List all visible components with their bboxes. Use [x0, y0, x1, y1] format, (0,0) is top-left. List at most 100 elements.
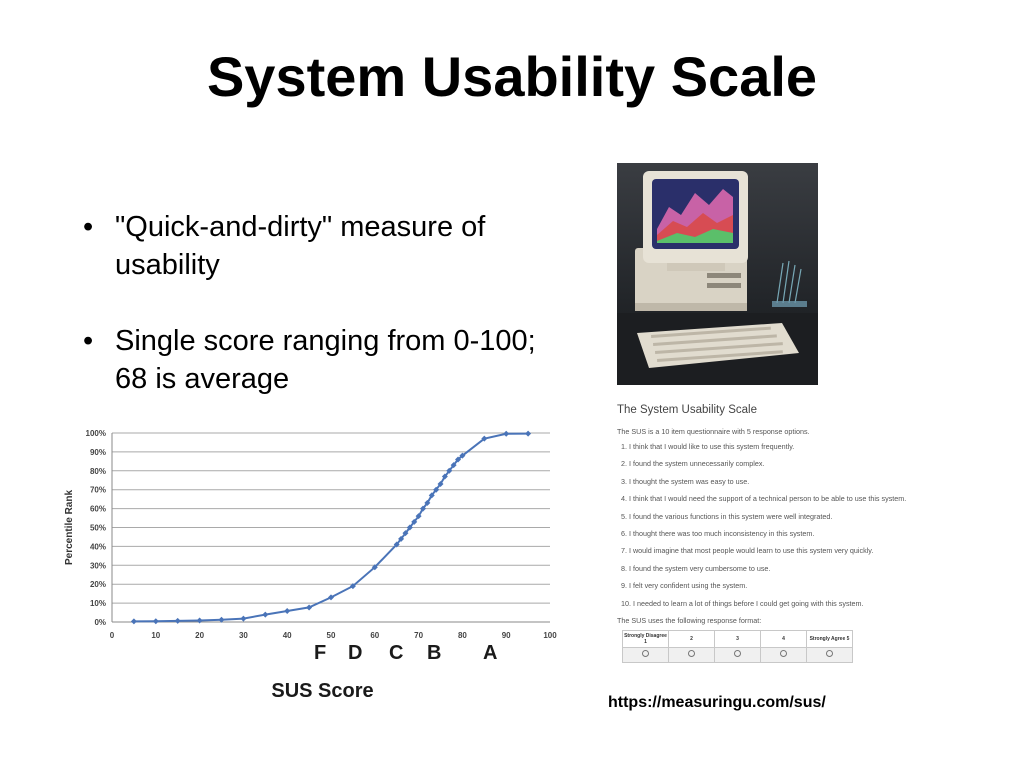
data-point — [481, 435, 488, 442]
data-point — [455, 456, 462, 463]
data-point — [411, 518, 418, 525]
x-tick-label: 70 — [414, 631, 423, 640]
sus-question: 5. I found the various functions in this… — [621, 511, 833, 521]
bullet-item: • "Quick-and-dirty" measure of usability — [80, 208, 560, 284]
data-point — [402, 530, 409, 537]
data-point — [262, 611, 269, 618]
data-point — [428, 492, 435, 499]
sus-question: 6. I thought there was too much inconsis… — [621, 528, 815, 538]
x-tick-label: 20 — [195, 631, 204, 640]
sus-question: 1. I think that I would like to use this… — [621, 442, 795, 451]
bullet-text: Single score ranging from 0-100; 68 is a… — [115, 325, 536, 395]
radio-circle-icon[interactable] — [688, 650, 695, 658]
sus-question: 9. I felt very confident using the syste… — [621, 581, 748, 591]
grade-label-c: C — [389, 642, 404, 664]
bullet-dot-icon: • — [83, 211, 94, 243]
radio-circle-icon[interactable] — [826, 650, 833, 658]
data-point — [503, 430, 510, 437]
radio-option-3[interactable] — [714, 646, 761, 663]
data-point — [437, 481, 444, 488]
data-point — [446, 467, 453, 474]
y-tick-label: 40% — [90, 542, 106, 551]
radio-option-1[interactable] — [622, 646, 669, 663]
y-tick-label: 50% — [90, 524, 106, 533]
sus-question: 7. I would imagine that most people woul… — [621, 546, 874, 556]
data-point — [371, 564, 378, 571]
data-point — [196, 617, 203, 624]
bullet-list: • "Quick-and-dirty" measure of usability … — [80, 208, 560, 436]
y-axis-title: Percentile Rank — [64, 490, 75, 565]
sus-questionnaire: The System Usability Scale The SUS is a … — [617, 404, 957, 674]
x-tick-label: 60 — [370, 631, 379, 640]
scale-header-cell: 3 — [714, 629, 761, 648]
y-tick-label: 90% — [90, 448, 106, 457]
data-point — [349, 583, 356, 590]
response-scale-table: Strongly Disagree 1 2 3 4 Strongly Agree… — [622, 629, 853, 663]
grade-label-a: A — [483, 642, 498, 664]
sus-question: 10. I needed to learn a lot of things be… — [621, 598, 864, 608]
bullet-dot-icon: • — [83, 325, 94, 357]
data-point — [240, 615, 247, 622]
x-tick-label: 0 — [110, 631, 115, 640]
sus-question: 2. I found the system unnecessarily comp… — [621, 459, 765, 469]
data-point — [284, 608, 291, 615]
data-point — [152, 618, 159, 625]
data-point — [525, 430, 532, 437]
y-tick-label: 10% — [90, 599, 106, 608]
y-tick-label: 60% — [90, 505, 106, 514]
data-point — [406, 524, 413, 531]
scale-header-cell: Strongly Disagree 1 — [622, 629, 669, 648]
data-point — [459, 452, 466, 459]
sus-question: 8. I found the system very cumbersome to… — [621, 563, 771, 573]
grade-label-d: D — [348, 642, 363, 664]
x-tick-label: 30 — [239, 631, 248, 640]
data-point — [174, 617, 181, 624]
slide-title: System Usability Scale — [206, 45, 818, 108]
y-tick-label: 30% — [90, 561, 106, 570]
x-axis-title: SUS Score — [271, 680, 374, 702]
data-point — [450, 462, 457, 469]
grade-label-f: F — [314, 642, 327, 664]
data-point — [328, 594, 334, 601]
x-tick-label: 90 — [502, 631, 511, 640]
radio-circle-icon[interactable] — [642, 650, 649, 658]
radio-circle-icon[interactable] — [734, 650, 741, 658]
bullet-text: "Quick-and-dirty" measure of usability — [115, 211, 486, 281]
sus-format-note: The SUS uses the following response form… — [617, 615, 762, 625]
x-tick-label: 10 — [151, 631, 160, 640]
radio-option-2[interactable] — [668, 646, 715, 663]
data-point — [398, 535, 405, 542]
y-tick-label: 80% — [90, 467, 106, 476]
scale-header-cell: 4 — [760, 629, 807, 648]
sus-question: 3. I thought the system was easy to use. — [621, 476, 750, 486]
data-point — [306, 604, 313, 611]
retro-computer-photo — [617, 163, 818, 385]
y-tick-label: 100% — [86, 429, 106, 438]
data-point — [441, 473, 448, 480]
bullet-item: • Single score ranging from 0-100; 68 is … — [80, 322, 560, 398]
y-tick-label: 70% — [90, 486, 106, 495]
data-point — [218, 616, 225, 623]
source-link[interactable]: https://measuringu.com/sus/ — [608, 694, 826, 711]
sus-intro: The SUS is a 10 item questionnaire with … — [617, 427, 810, 436]
data-point — [424, 499, 431, 506]
scale-header-cell: Strongly Agree 5 — [806, 629, 853, 648]
radio-circle-icon[interactable] — [780, 650, 787, 658]
radio-option-4[interactable] — [760, 646, 807, 663]
grade-label-b: B — [427, 642, 442, 664]
x-tick-label: 40 — [283, 631, 292, 640]
data-point — [130, 618, 137, 625]
x-tick-label: 100 — [543, 631, 557, 640]
percentile-chart: 0% 10% 20% 30% 40% 50% 60% 70% 80% 90% 100% 0 10 20 30… — [64, 429, 557, 640]
scale-header-cell: 2 — [668, 629, 715, 648]
data-point — [433, 486, 440, 493]
data-point — [415, 513, 422, 520]
retro-computer-icon — [617, 171, 818, 385]
radio-option-5[interactable] — [806, 646, 853, 663]
data-point — [393, 541, 400, 548]
x-tick-label: 50 — [327, 631, 336, 640]
data-point — [419, 505, 426, 512]
sus-question: 4. I think that I would need the support… — [621, 494, 907, 504]
y-tick-label: 20% — [90, 580, 106, 589]
y-tick-label: 0% — [94, 618, 106, 627]
